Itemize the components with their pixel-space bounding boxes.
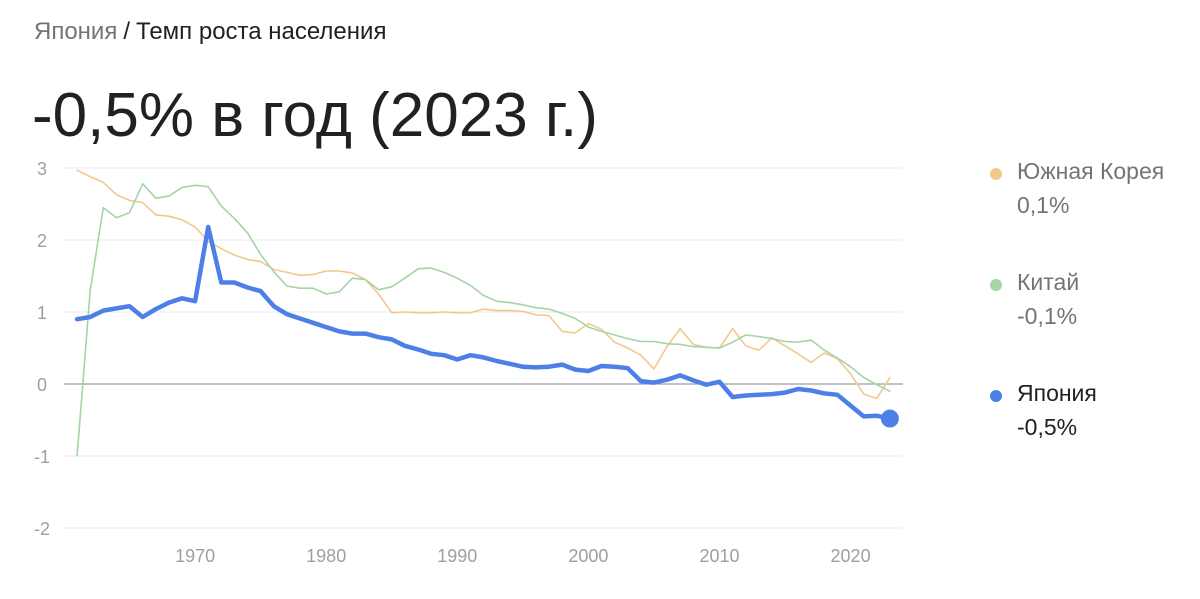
- breadcrumb-country-link[interactable]: Япония: [34, 18, 118, 45]
- y-tick-label: 1: [37, 303, 47, 323]
- legend-value: -0,1%: [1017, 303, 1078, 329]
- y-tick-label: 0: [37, 375, 47, 395]
- legend-dot-south-korea: [990, 168, 1002, 180]
- x-axis-ticks: 1970 1980 1990 2000 2010 2020: [175, 546, 871, 566]
- legend-value: 0,1%: [1017, 192, 1070, 218]
- headline-value: -0,5% в год (2023 г.): [32, 81, 598, 150]
- y-tick-label: 2: [37, 231, 47, 251]
- y-axis-ticks: 3 2 1 0 -1 -2: [34, 159, 50, 539]
- legend-dot-japan: [990, 390, 1002, 402]
- x-tick-label: 1990: [437, 546, 477, 566]
- legend-name: Южная Корея: [1017, 158, 1165, 184]
- breadcrumb: Япония / Темп роста населения: [34, 16, 386, 48]
- y-tick-label: 3: [37, 159, 47, 179]
- x-tick-label: 2000: [568, 546, 608, 566]
- grid-lines: [64, 167, 903, 529]
- breadcrumb-separator: /: [123, 18, 131, 45]
- latest-point-japan[interactable]: [880, 409, 899, 428]
- y-tick-label: -1: [34, 447, 50, 467]
- x-tick-label: 2010: [699, 546, 739, 566]
- y-tick-label: -2: [34, 519, 50, 539]
- legend-name: Китай: [1017, 269, 1080, 295]
- series-line-china: [76, 183, 891, 457]
- x-tick-label: 1980: [306, 546, 346, 566]
- legend-name: Япония: [1017, 380, 1097, 406]
- x-tick-label: 1970: [175, 546, 215, 566]
- x-tick-label: 2020: [831, 546, 871, 566]
- legend-dot-china: [990, 279, 1002, 291]
- series-line-japan: [74, 224, 893, 421]
- series-lines: [74, 169, 899, 457]
- legend-value: -0,5%: [1017, 414, 1078, 440]
- breadcrumb-current: Темп роста населения: [136, 18, 387, 45]
